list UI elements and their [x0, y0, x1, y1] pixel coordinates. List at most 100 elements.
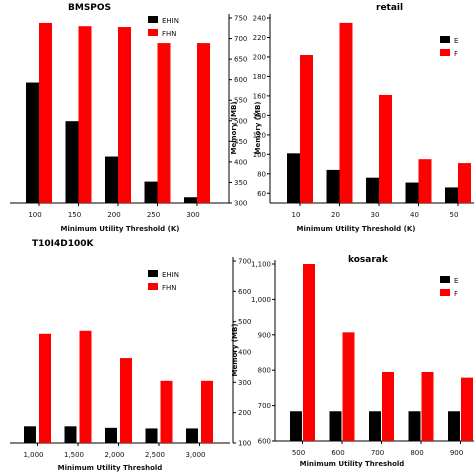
- bar-fhn: [39, 22, 52, 203]
- legend-swatch-fhn: [148, 283, 158, 290]
- x-tick-label: 150: [68, 211, 81, 219]
- bar-fhn: [303, 264, 315, 441]
- y-tick-label: 220: [253, 34, 266, 42]
- bar-fhn: [78, 26, 92, 203]
- bar-ehin: [105, 427, 117, 443]
- bar-fhn: [342, 332, 355, 441]
- x-tick-label: 50: [450, 211, 459, 219]
- y-tick-label: 600: [238, 288, 251, 296]
- bar-fhn: [418, 159, 432, 203]
- legend-label-fhn: F: [454, 50, 458, 58]
- y-tick-label: 80: [257, 170, 266, 178]
- x-tick-label: 700: [371, 449, 384, 457]
- legend-label-fhn: FHN: [162, 284, 177, 292]
- x-tick-label: 10: [292, 211, 301, 219]
- x-tick-label: 250: [147, 211, 160, 219]
- y-tick-label: 400: [238, 349, 251, 357]
- y-tick-label: 550: [234, 97, 247, 105]
- bar-ehin: [144, 181, 158, 203]
- y-tick-label: 450: [234, 138, 247, 146]
- bar-ehin: [105, 156, 118, 203]
- legend-label-fhn: FHN: [162, 30, 177, 38]
- chart-title-retail: retail: [376, 3, 403, 13]
- y-tick-label: 160: [253, 92, 266, 100]
- x-tick-label: 200: [107, 211, 120, 219]
- legend-swatch-fhn: [440, 49, 450, 56]
- x-tick-label: 1,500: [64, 451, 84, 459]
- bar-fhn: [458, 163, 471, 203]
- y-tick-label: 180: [253, 73, 266, 81]
- y-axis-label-t10i4d100k: Memory (MB): [231, 324, 239, 377]
- bar-ehin: [290, 411, 302, 441]
- legend-swatch-ehin: [440, 36, 450, 43]
- x-tick-label: 300: [186, 211, 199, 219]
- x-axis-label-retail: Minimum Utility Threshold (K): [297, 225, 416, 233]
- bar-fhn: [379, 94, 392, 203]
- y-tick-label: 600: [258, 438, 271, 446]
- legend-swatch-ehin: [148, 16, 158, 23]
- bar-ehin: [366, 177, 379, 203]
- bar-ehin: [369, 411, 381, 441]
- bar-ehin: [405, 182, 419, 203]
- y-tick-label: 1,000: [251, 296, 271, 304]
- x-tick-label: 900: [450, 449, 463, 457]
- x-axis-label-kosarak: Minimum Utility Threshold: [300, 460, 405, 468]
- bar-ehin: [329, 411, 342, 441]
- bar-ehin: [408, 411, 421, 441]
- y-tick-label: 120: [253, 131, 266, 139]
- y-tick-label: 300: [238, 379, 251, 387]
- x-tick-label: 800: [410, 449, 423, 457]
- x-axis-label-bmspos: Minimum Utility Threshold (K): [61, 225, 180, 233]
- bar-ehin: [64, 426, 77, 443]
- y-tick-label: 500: [238, 318, 251, 326]
- legend-label-ehin: E: [454, 277, 458, 285]
- bar-fhn: [201, 380, 213, 443]
- bar-ehin: [186, 428, 198, 443]
- bar-ehin: [65, 121, 79, 203]
- bar-ehin: [24, 426, 36, 443]
- bar-fhn: [197, 43, 210, 204]
- bar-ehin: [145, 428, 158, 443]
- bar-fhn: [382, 371, 394, 441]
- chart-title-bmspos: BMSPOS: [68, 3, 111, 13]
- bar-fhn: [160, 380, 173, 443]
- legend-swatch-fhn: [440, 289, 450, 296]
- x-tick-label: 1,000: [23, 451, 43, 459]
- legend-label-ehin: EHIN: [162, 271, 179, 279]
- x-tick-label: 600: [331, 449, 344, 457]
- y-tick-label: 700: [238, 258, 251, 266]
- y-tick-label: 350: [234, 179, 247, 187]
- bar-fhn: [157, 43, 171, 204]
- y-tick-label: 1,100: [251, 261, 271, 269]
- y-tick-label: 140: [253, 112, 266, 120]
- y-tick-label: 300: [234, 200, 247, 208]
- y-tick-label: 650: [234, 56, 247, 64]
- y-tick-label: 200: [238, 409, 251, 417]
- y-tick-label: 200: [253, 53, 266, 61]
- y-tick-label: 400: [234, 158, 247, 166]
- legend-swatch-ehin: [148, 270, 158, 277]
- bar-fhn: [120, 358, 132, 443]
- bar-ehin: [184, 197, 197, 203]
- x-tick-label: 20: [331, 211, 340, 219]
- legend-swatch-ehin: [440, 276, 450, 283]
- x-tick-label: 2,500: [145, 451, 165, 459]
- legend-label-ehin: E: [454, 37, 458, 45]
- y-tick-label: 500: [234, 117, 247, 125]
- bar-fhn: [461, 377, 473, 441]
- x-tick-label: 30: [371, 211, 380, 219]
- x-axis-label-t10i4d100k: Minimum Utility Threshold: [58, 464, 163, 472]
- bar-fhn: [339, 22, 353, 203]
- bar-ehin: [287, 153, 300, 203]
- legend-label-ehin: EHIN: [162, 17, 179, 25]
- y-tick-label: 900: [258, 331, 271, 339]
- y-tick-label: 240: [253, 15, 266, 23]
- y-tick-label: 600: [234, 76, 247, 84]
- bar-ehin: [26, 82, 39, 203]
- y-axis-label-bmspos: Memory (MB): [230, 102, 238, 155]
- bar-fhn: [421, 371, 434, 441]
- y-tick-label: 800: [258, 367, 271, 375]
- y-tick-label: 100: [253, 151, 266, 159]
- x-tick-label: 500: [292, 449, 305, 457]
